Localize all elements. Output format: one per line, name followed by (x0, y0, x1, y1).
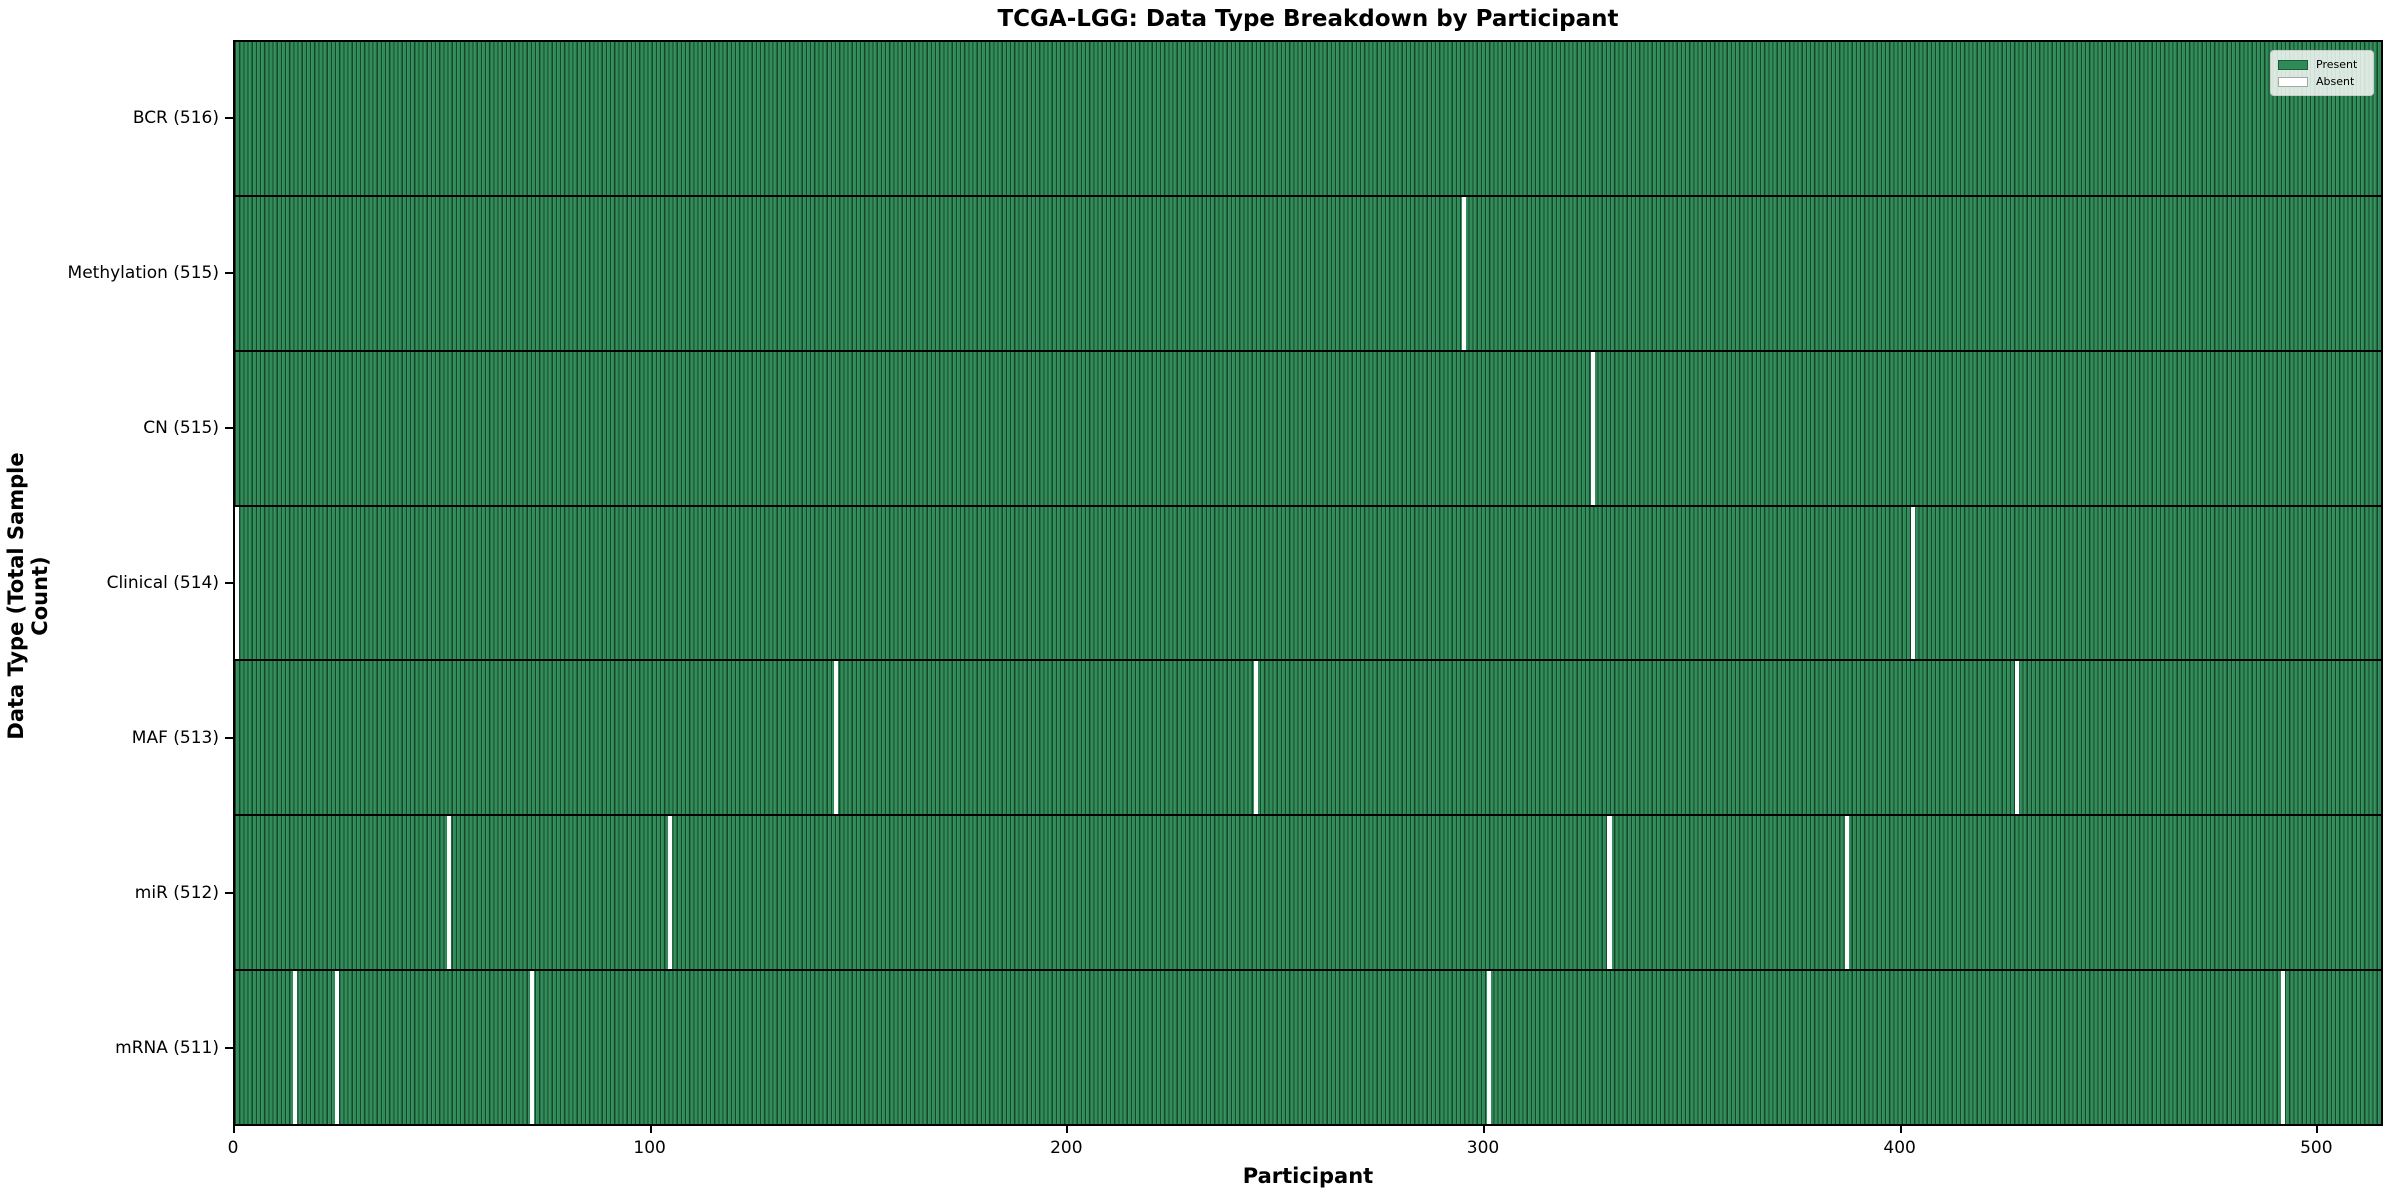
absent-gap (530, 971, 535, 1125)
heatmap-row-mrna (235, 971, 2381, 1125)
legend-label-absent: Absent (2316, 75, 2355, 88)
plot-area: Present Absent (233, 40, 2383, 1126)
y-tick-label: CN (515) (143, 417, 219, 438)
absent-gap (2015, 661, 2020, 815)
x-tick-mark (233, 1124, 235, 1133)
absent-gap (2281, 971, 2286, 1125)
y-tick-label: BCR (516) (132, 107, 219, 128)
x-tick-label: 0 (227, 1138, 239, 1158)
heatmap-rows (235, 42, 2381, 1125)
heatmap-row-clinical (235, 506, 2381, 662)
y-tick-mark (225, 426, 233, 429)
legend-entry-present: Present (2278, 56, 2366, 73)
legend-entry-absent: Absent (2278, 73, 2366, 90)
x-tick-mark (649, 1124, 652, 1133)
x-tick-mark (1483, 1124, 1485, 1133)
absent-gap (1486, 971, 1491, 1125)
y-tick-mark (225, 116, 233, 119)
heatmap-row-bcr (235, 42, 2381, 197)
y-tick-label: mRNA (511) (115, 1038, 219, 1059)
absent-gap (447, 816, 452, 970)
x-tick-label: 500 (2300, 1138, 2333, 1158)
x-tick-mark (1899, 1124, 1902, 1133)
heatmap-row-mir (235, 816, 2381, 972)
y-tick-label: Clinical (514) (106, 573, 219, 593)
heatmap-row-maf (235, 661, 2381, 817)
x-axis-label: Participant (1242, 1164, 1374, 1188)
absent-gap (1607, 816, 1612, 970)
x-tick-label: 100 (633, 1138, 666, 1158)
x-tick-mark (1066, 1124, 1069, 1133)
heatmap-row-methylation (235, 196, 2381, 352)
y-tick-mark (225, 271, 233, 274)
legend-swatch-present (2278, 59, 2308, 70)
absent-gap (235, 506, 240, 660)
y-tick-mark (225, 892, 233, 895)
absent-gap (1590, 351, 1595, 505)
absent-gap (293, 971, 298, 1125)
y-tick-label: miR (512) (134, 883, 219, 904)
y-axis-label: Data Type (Total Sample Count) (4, 452, 52, 740)
absent-gap (667, 816, 672, 970)
y-tick-mark (225, 1047, 233, 1050)
absent-gap (1253, 661, 1259, 815)
legend: Present Absent (2270, 50, 2374, 96)
x-tick-label: 200 (1050, 1138, 1083, 1158)
absent-gap (334, 971, 339, 1125)
x-tick-label: 300 (1466, 1138, 1500, 1158)
x-tick-label: 400 (1883, 1138, 1916, 1158)
absent-gap (1461, 196, 1467, 350)
y-tick-mark (225, 737, 233, 740)
y-tick-label: MAF (513) (131, 728, 219, 749)
heatmap-row-cn (235, 351, 2381, 507)
legend-swatch-absent (2278, 76, 2308, 87)
absent-gap (1911, 506, 1916, 660)
y-tick-label: Methylation (515) (67, 262, 219, 283)
y-tick-mark (225, 582, 233, 584)
legend-label-present: Present (2316, 58, 2358, 71)
absent-gap (833, 661, 839, 815)
chart-title: TCGA-LGG: Data Type Breakdown by Partici… (997, 6, 1619, 32)
absent-gap (1844, 816, 1849, 970)
x-tick-mark (2316, 1124, 2319, 1133)
